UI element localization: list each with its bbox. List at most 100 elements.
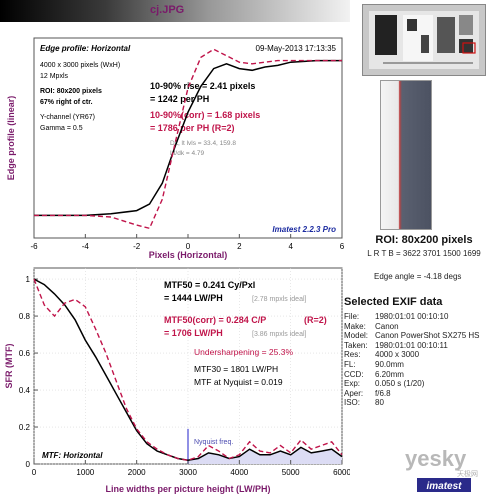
exif-value: 6.20mm — [375, 369, 404, 379]
edge-x-tick-label: -2 — [133, 242, 141, 251]
mtf-series — [33, 278, 343, 462]
exif-key: Res: — [344, 350, 361, 360]
mtf-x-label: Line widths per picture height (LW/PH) — [105, 484, 270, 494]
exif-value: Canon PowerShot SX275 HS — [375, 331, 480, 341]
exif-title: Selected EXIF data — [344, 296, 443, 308]
mtf-ticks: 0 1000 2000 3000 4000 5000 6000 0 0.2 0.4 0.6 0.8 1 — [19, 275, 350, 477]
exif-value: 1980:01:01 00:10:10 — [375, 312, 449, 321]
watermark-sub: 天极网 — [457, 469, 478, 478]
edge-info-1: 4000 x 3000 pixels (WxH) — [40, 62, 120, 69]
nyquist-label: Nyquist freq. — [194, 439, 233, 446]
roi-title: ROI: 80x200 pixels — [375, 234, 473, 246]
watermark-text: yesky — [405, 446, 467, 471]
exif-key: Model: — [344, 331, 369, 341]
edge-roi-1: ROI: 80x200 pixels — [40, 88, 102, 95]
mtf-header: MTF: Horizontal — [42, 451, 103, 460]
imatest-version: Imatest 2.2.3 Pro — [272, 225, 336, 234]
edge-x-tick-label: -4 — [82, 242, 90, 251]
mtf-y-tick-label: 0.8 — [19, 312, 31, 321]
exif-row: Aper: f/6.8 — [344, 389, 500, 399]
mtf30: MTF30 = 1801 LW/PH — [194, 364, 278, 374]
edge-x-tick-label: 6 — [340, 242, 345, 251]
roi-coords: L R T B = 3622 3701 1500 1699 — [367, 249, 481, 258]
exif-key: Taken: — [344, 340, 368, 350]
edge-x-tick-label: -6 — [30, 242, 38, 251]
mtf50-line-1: MTF50 = 0.241 Cy/Pxl — [164, 280, 255, 290]
yesky-watermark: yesky 天极网 imatest — [405, 446, 478, 492]
mtf-y-tick-label: 0.4 — [19, 386, 31, 395]
mtf-x-tick-label: 3000 — [179, 468, 197, 477]
exif-list: File: 1980:01:01 00:10:10 Make: Canon Model:… — [344, 312, 500, 408]
mtf-x-tick-label: 5000 — [282, 468, 300, 477]
edge-corr-2: = 1786 per PH (R=2) — [150, 123, 235, 133]
undersharpening: Undersharpening = 25.3% — [194, 347, 293, 357]
edge-x-tick-label: 2 — [237, 242, 242, 251]
gradient-bar — [0, 0, 350, 22]
imatest-badge — [417, 478, 471, 492]
exif-row: ISO: 80 — [344, 398, 500, 408]
edge-plot-frame — [33, 37, 343, 239]
exif-row: Model: Canon PowerShot SX275 HS — [344, 331, 500, 341]
imatest-badge-text: imatest — [426, 481, 462, 492]
mtf50c-line-1: MTF50(corr) = 0.284 C/P — [164, 315, 266, 325]
mtf-x-tick-label: 4000 — [230, 468, 248, 477]
edge-x-tick-label: 4 — [288, 242, 293, 251]
exif-row: Exp: 0.050 s (1/20) — [344, 379, 500, 389]
edge-series — [34, 48, 342, 230]
exif-row: Taken: 1980:01:01 00:10:11 — [344, 341, 500, 351]
exif-key: Aper: — [344, 388, 364, 398]
mtf-x-tick-label: 6000 — [333, 468, 350, 477]
mtf50-line-2: = 1444 LW/PH — [164, 293, 223, 303]
mtf-y-tick-label: 0.2 — [19, 423, 31, 432]
exif-row: File: 1980:01:01 00:10:10 — [344, 312, 500, 322]
edge-series-corr-line — [34, 48, 342, 230]
edge-series-raw-line — [34, 59, 342, 217]
edge-chan-1: Y-channel (YR67) — [40, 114, 95, 121]
mtf-y-tick-label: 0.6 — [19, 349, 31, 358]
exif-key: Exp: — [344, 379, 361, 389]
edge-rise-2: = 1242 per PH — [150, 94, 209, 104]
edge-chan-2: Gamma = 0.5 — [40, 125, 83, 132]
exif-row: Res: 4000 x 3000 — [344, 350, 500, 360]
mtf-series-corr-line — [33, 278, 343, 462]
edge-rise-1: 10-90% rise = 2.41 pixels — [150, 81, 255, 91]
test-chart-thumbnail — [362, 4, 486, 76]
mtf-y-label: SFR (MTF) — [4, 344, 14, 389]
exif-key: File: — [344, 312, 360, 321]
exif-key: FL: — [344, 359, 356, 369]
edge-levels-2: Lt/dk = 4.79 — [170, 150, 205, 157]
exif-key: ISO: — [344, 398, 361, 408]
mtf50c-line-2: = 1706 LW/PH — [164, 328, 223, 338]
edge-header: Edge profile: Horizontal — [40, 44, 131, 53]
exif-key: CCD: — [344, 369, 364, 379]
exif-row: Make: Canon — [344, 322, 500, 332]
exif-value: 1980:01:01 00:10:11 — [375, 340, 448, 350]
file-title: cj.JPG — [150, 4, 185, 16]
exif-value: 0.050 s (1/20) — [375, 379, 425, 389]
mtf50-ideal: [2.78 mpxls ideal] — [252, 296, 307, 303]
edge-info-2: 12 Mpxls — [40, 73, 69, 80]
edge-x-label: Pixels (Horizontal) — [149, 250, 228, 260]
exif-value: 4000 x 3000 — [375, 350, 420, 360]
edge-x-ticks: -6 -4 -2 0 2 4 6 — [30, 234, 345, 251]
mtf-x-tick-label: 1000 — [76, 468, 94, 477]
mtf-series-raw-line — [33, 278, 343, 462]
exif-value: 90.0mm — [375, 359, 404, 369]
edge-profile-chart: Edge profile: Horizontal 09-May-2013 17:… — [6, 37, 345, 260]
mtf-y-tick-label: 0 — [26, 460, 31, 469]
exif-row: FL: 90.0mm — [344, 360, 500, 370]
roi-image — [380, 80, 432, 230]
exif-value: Canon — [375, 321, 399, 331]
exif-value: 80 — [375, 398, 384, 408]
exif-value: f/6.8 — [375, 388, 391, 398]
exif-key: Make: — [344, 321, 366, 331]
edge-y-label: Edge profile (linear) — [6, 96, 16, 181]
edge-corr-1: 10-90%(corr) = 1.68 pixels — [150, 110, 260, 120]
edge-date: 09-May-2013 17:13:35 — [256, 44, 337, 53]
exif-row: CCD: 6.20mm — [344, 370, 500, 380]
mtf50c-r: (R=2) — [304, 315, 327, 325]
test-chart-image — [363, 5, 485, 75]
mtf-at-nyquist: MTF at Nyquist = 0.019 — [194, 377, 283, 387]
mtf-beyond-nyquist-fill — [188, 447, 342, 464]
edge-angle: Edge angle = -4.18 degs — [374, 272, 462, 281]
